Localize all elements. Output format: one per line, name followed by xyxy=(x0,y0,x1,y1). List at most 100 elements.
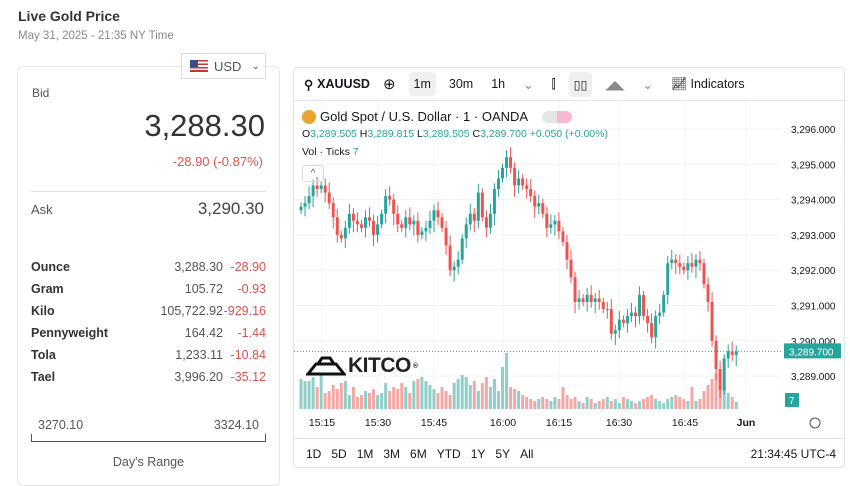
volume-bar xyxy=(617,403,621,409)
indicators-button[interactable]: 📈︎ Indicators xyxy=(666,72,750,97)
range-all[interactable]: All xyxy=(520,447,534,461)
legend-toggle[interactable] xyxy=(542,110,573,123)
candle-body xyxy=(335,217,339,235)
volume-bar xyxy=(642,399,646,409)
candle-body xyxy=(488,213,492,228)
price-chart[interactable]: ⚲ XAUUSD ⊕ 1m 30m 1h ⌄ ⫿ ▯▯ ◢◣ ⌄ 📈︎ Indic… xyxy=(293,67,845,468)
candle-body xyxy=(662,294,666,313)
volume-bar xyxy=(694,401,698,409)
area-chart-icon[interactable]: ◢◣ xyxy=(605,77,625,92)
volume-bar xyxy=(416,379,420,409)
candle-body xyxy=(533,196,537,207)
time-tick-label: 15:30 xyxy=(365,417,391,429)
range-5y[interactable]: 5Y xyxy=(495,447,511,461)
volume-bar xyxy=(638,401,642,409)
volume-bar xyxy=(573,397,577,409)
collapse-legend-button[interactable]: ^ xyxy=(302,165,324,182)
interval-1m[interactable]: 1m xyxy=(408,72,436,96)
volume-bar xyxy=(492,379,496,409)
candle-body xyxy=(323,185,327,193)
settings-gear-icon[interactable] xyxy=(809,417,821,429)
volume-bar xyxy=(484,377,488,409)
volume-bar xyxy=(299,379,303,409)
volume-bar xyxy=(529,399,533,409)
candle-body xyxy=(368,217,372,221)
currency-select[interactable]: USD ⌄ xyxy=(181,53,266,79)
time-tick-label: 16:00 xyxy=(490,417,516,429)
change-value: +0.050 (+0.00%) xyxy=(529,128,608,140)
candle-body xyxy=(589,294,593,302)
candle-body xyxy=(420,231,424,235)
candle-body xyxy=(698,259,702,264)
range-ytd[interactable]: YTD xyxy=(436,447,461,461)
chart-toolbar: ⚲ XAUUSD ⊕ 1m 30m 1h ⌄ ⫿ ▯▯ ◢◣ ⌄ 📈︎ Indic… xyxy=(294,68,844,101)
candle-body xyxy=(363,217,367,228)
candle-body xyxy=(428,220,432,228)
volume-bar xyxy=(593,403,597,409)
candle-body xyxy=(343,227,347,239)
price-tick-label: 3,293.000 xyxy=(791,231,836,242)
unit-name: Ounce xyxy=(31,260,70,274)
candle-body xyxy=(392,199,396,214)
candle-body xyxy=(412,220,416,225)
volume-bar xyxy=(734,402,738,409)
chart-clock: 21:34:45 UTC-4 xyxy=(750,447,836,461)
symbol-search[interactable]: ⚲ XAUUSD xyxy=(304,77,370,92)
compare-add-icon[interactable]: ⊕ xyxy=(382,76,396,93)
candle-body xyxy=(678,263,682,267)
volume-bar xyxy=(714,373,718,409)
unit-change: -10.84 xyxy=(230,348,266,362)
candle-body xyxy=(351,213,355,221)
volume-bar xyxy=(388,391,392,409)
range-1y[interactable]: 1Y xyxy=(470,447,486,461)
volume-bar xyxy=(565,395,569,409)
range-1m[interactable]: 1M xyxy=(356,447,374,461)
unit-change: -28.90 xyxy=(230,260,266,274)
volume-bar xyxy=(351,387,355,409)
volume-bar xyxy=(307,381,311,409)
volume-bar xyxy=(537,399,541,409)
candle-body xyxy=(464,224,468,239)
volume-bar xyxy=(581,403,585,409)
interval-30m[interactable]: 30m xyxy=(448,77,474,91)
chevron-down-icon[interactable]: ⌄ xyxy=(642,77,654,92)
unit-price: 3,288.30 xyxy=(174,260,223,274)
interval-1h[interactable]: 1h xyxy=(491,77,506,91)
volume-bar xyxy=(533,401,537,409)
range-3m[interactable]: 3M xyxy=(383,447,401,461)
candlestick-icon[interactable]: ▯▯ xyxy=(568,71,593,97)
candle-body xyxy=(714,340,718,370)
candle-body xyxy=(452,266,456,271)
volume-bar xyxy=(589,399,593,409)
close-value: 3,289.700 xyxy=(480,128,527,140)
unit-price: 164.42 xyxy=(184,326,223,340)
candle-body xyxy=(517,178,521,186)
candle-body xyxy=(460,238,464,260)
unit-name: Tael xyxy=(31,370,56,384)
volume-bar xyxy=(359,395,363,409)
volume-bar xyxy=(303,381,307,409)
range-1d[interactable]: 1D xyxy=(306,447,322,461)
range-6m[interactable]: 6M xyxy=(410,447,427,461)
chevron-down-icon[interactable]: ⌄ xyxy=(523,77,534,92)
volume-bar xyxy=(319,375,323,409)
time-tick-label: 16:45 xyxy=(672,417,698,429)
volume-bar xyxy=(678,397,682,409)
volume-bar xyxy=(609,401,613,409)
candle-body xyxy=(553,220,557,225)
candle-body xyxy=(541,203,545,214)
volume-bar xyxy=(335,389,339,409)
unit-row-tael: Tael 3,996.20 -35.12 xyxy=(31,366,266,388)
range-5d[interactable]: 5D xyxy=(331,447,347,461)
volume-bar xyxy=(396,389,400,409)
volume-bar xyxy=(706,385,710,409)
last-price-label: 3,289.700 xyxy=(789,347,834,358)
price-tick-label: 3,295.000 xyxy=(791,160,836,171)
volume-bar xyxy=(726,393,730,409)
bar-chart-type-icon[interactable]: ⫿ xyxy=(551,76,556,91)
unit-row-kilo: Kilo 105,722.92 -929.16 xyxy=(31,300,266,322)
volume-bar xyxy=(674,395,678,409)
candlestick-plot[interactable]: 3,296.000 3,295.000 3,294.000 3,293.000 3,29… xyxy=(294,68,845,438)
volume-bar xyxy=(412,381,416,409)
unit-name: Kilo xyxy=(31,304,55,318)
